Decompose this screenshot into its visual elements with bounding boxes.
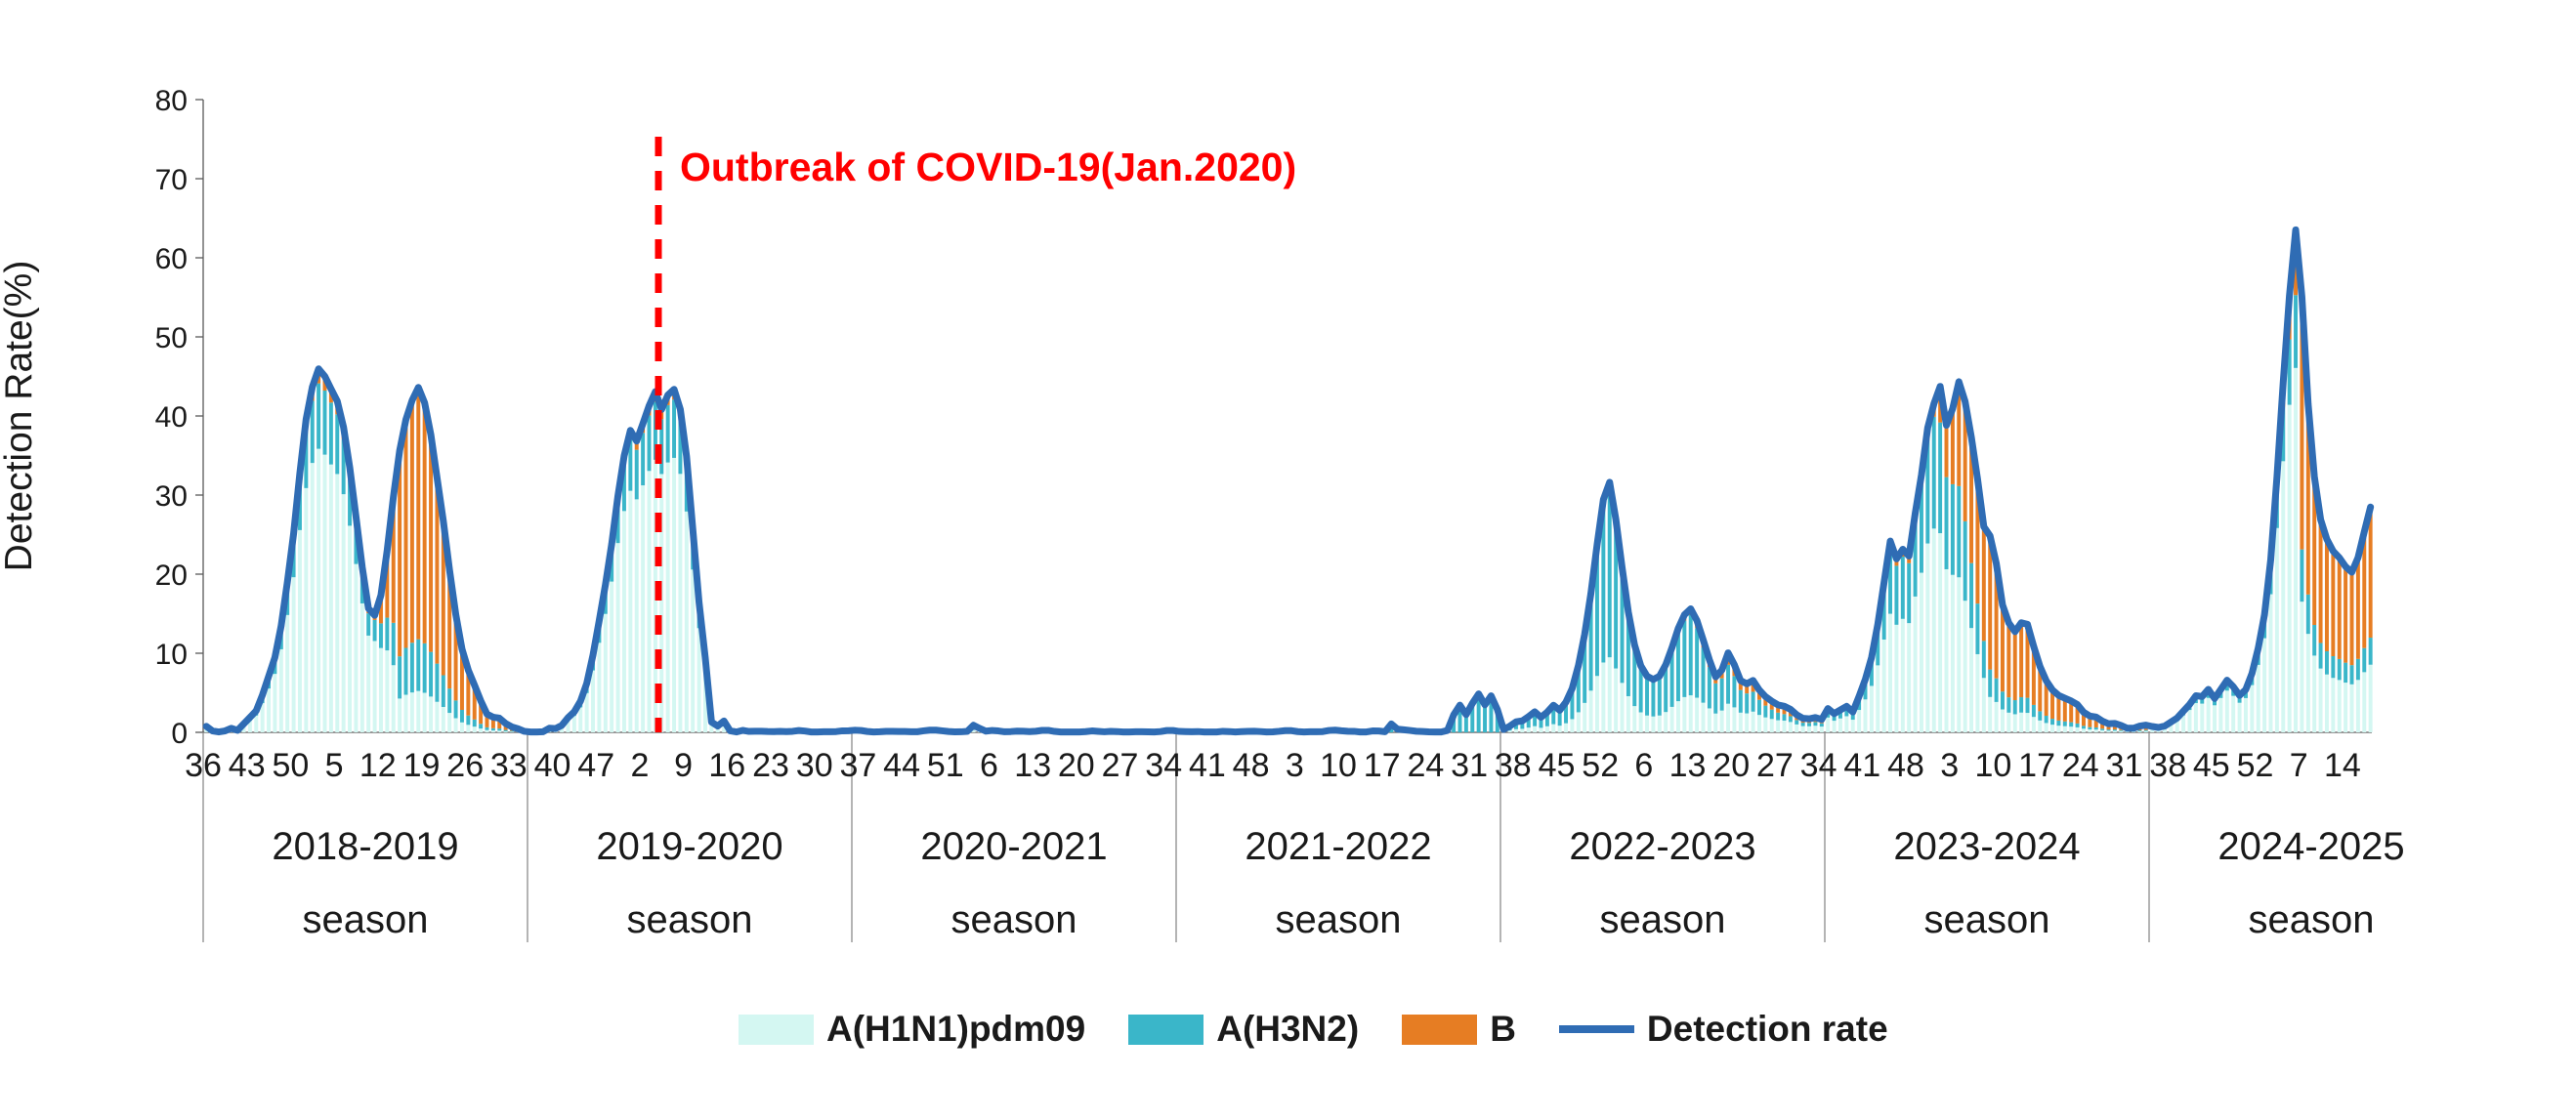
svg-text:37: 37 xyxy=(839,747,876,784)
svg-text:44: 44 xyxy=(883,747,920,784)
svg-text:2024-2025: 2024-2025 xyxy=(2217,825,2404,868)
svg-text:40: 40 xyxy=(155,401,188,434)
svg-text:41: 41 xyxy=(1189,747,1226,784)
svg-text:13: 13 xyxy=(1669,747,1707,784)
svg-text:20: 20 xyxy=(1058,747,1095,784)
svg-text:7: 7 xyxy=(2290,747,2308,784)
svg-text:26: 26 xyxy=(446,747,484,784)
svg-text:6: 6 xyxy=(980,747,998,784)
svg-text:Detection Rate(%): Detection Rate(%) xyxy=(0,261,40,572)
svg-text:2022-2023: 2022-2023 xyxy=(1569,825,1755,868)
svg-text:52: 52 xyxy=(1582,747,1619,784)
svg-text:50: 50 xyxy=(155,322,188,354)
svg-text:30: 30 xyxy=(796,747,833,784)
svg-text:34: 34 xyxy=(1145,747,1182,784)
svg-text:45: 45 xyxy=(1539,747,1576,784)
svg-text:2: 2 xyxy=(630,747,649,784)
svg-text:38: 38 xyxy=(2149,747,2186,784)
svg-text:24: 24 xyxy=(1407,747,1444,784)
svg-text:27: 27 xyxy=(1102,747,1139,784)
svg-text:2023-2024: 2023-2024 xyxy=(1893,825,2080,868)
svg-text:80: 80 xyxy=(155,85,188,117)
svg-text:51: 51 xyxy=(927,747,964,784)
svg-text:17: 17 xyxy=(2018,747,2055,784)
svg-text:5: 5 xyxy=(325,747,344,784)
svg-text:3: 3 xyxy=(1940,747,1959,784)
svg-text:season: season xyxy=(1924,898,2050,941)
svg-text:12: 12 xyxy=(359,747,397,784)
svg-text:38: 38 xyxy=(1495,747,1532,784)
svg-text:9: 9 xyxy=(674,747,693,784)
svg-text:season: season xyxy=(1600,898,1726,941)
svg-text:2019-2020: 2019-2020 xyxy=(596,825,782,868)
svg-text:48: 48 xyxy=(1887,747,1924,784)
svg-text:43: 43 xyxy=(229,747,266,784)
svg-text:season: season xyxy=(1276,898,1402,941)
svg-text:2020-2021: 2020-2021 xyxy=(920,825,1107,868)
svg-text:season: season xyxy=(2249,898,2375,941)
svg-text:6: 6 xyxy=(1634,747,1653,784)
svg-text:48: 48 xyxy=(1233,747,1270,784)
svg-text:60: 60 xyxy=(155,243,188,275)
svg-text:45: 45 xyxy=(2193,747,2230,784)
svg-text:2018-2019: 2018-2019 xyxy=(272,825,458,868)
svg-text:34: 34 xyxy=(1800,747,1837,784)
svg-text:0: 0 xyxy=(171,718,188,750)
svg-text:23: 23 xyxy=(752,747,789,784)
svg-text:season: season xyxy=(303,898,429,941)
svg-text:33: 33 xyxy=(490,747,528,784)
svg-text:36: 36 xyxy=(185,747,222,784)
svg-text:season: season xyxy=(627,898,753,941)
svg-text:16: 16 xyxy=(708,747,745,784)
svg-text:10: 10 xyxy=(1320,747,1357,784)
svg-text:31: 31 xyxy=(1451,747,1488,784)
svg-text:30: 30 xyxy=(155,480,188,513)
svg-text:47: 47 xyxy=(577,747,614,784)
svg-text:20: 20 xyxy=(155,560,188,592)
svg-text:10: 10 xyxy=(155,639,188,671)
svg-text:31: 31 xyxy=(2106,747,2143,784)
svg-text:20: 20 xyxy=(1712,747,1750,784)
svg-text:2021-2022: 2021-2022 xyxy=(1245,825,1431,868)
svg-text:40: 40 xyxy=(534,747,571,784)
svg-text:13: 13 xyxy=(1014,747,1051,784)
svg-text:19: 19 xyxy=(403,747,441,784)
svg-text:27: 27 xyxy=(1756,747,1794,784)
svg-text:season: season xyxy=(951,898,1077,941)
svg-text:52: 52 xyxy=(2237,747,2274,784)
svg-text:24: 24 xyxy=(2062,747,2099,784)
svg-text:Outbreak of COVID-19(Jan.2020): Outbreak of COVID-19(Jan.2020) xyxy=(680,145,1296,189)
svg-text:41: 41 xyxy=(1843,747,1880,784)
svg-text:50: 50 xyxy=(272,747,309,784)
svg-text:10: 10 xyxy=(1974,747,2011,784)
svg-text:3: 3 xyxy=(1286,747,1304,784)
svg-text:70: 70 xyxy=(155,164,188,196)
svg-text:17: 17 xyxy=(1364,747,1401,784)
svg-text:14: 14 xyxy=(2324,747,2361,784)
